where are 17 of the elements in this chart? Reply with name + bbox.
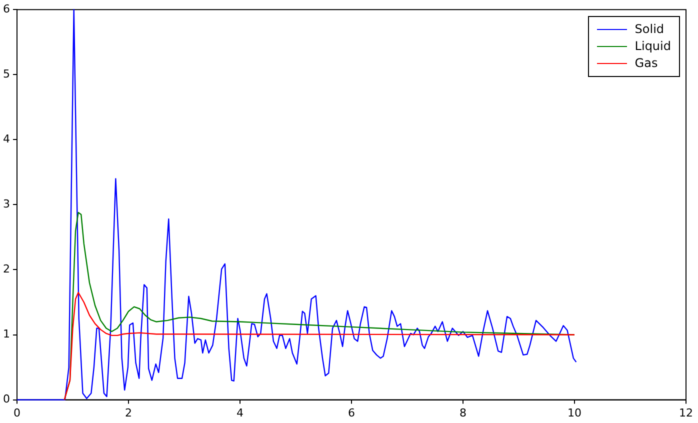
- x-tick-label: 2: [125, 406, 132, 420]
- y-tick-label: 3: [3, 198, 10, 211]
- legend-label: Gas: [634, 56, 658, 70]
- y-tick-label: 0: [3, 392, 10, 406]
- x-tick-label: 8: [460, 406, 466, 420]
- x-tick-label: 12: [679, 406, 693, 420]
- y-tick-label: 5: [3, 67, 10, 80]
- y-tick-label: 4: [3, 132, 10, 146]
- y-tick-label: 2: [3, 262, 10, 276]
- x-tick-label: 4: [236, 406, 244, 420]
- x-tick-label: 0: [14, 406, 20, 420]
- x-tick-label: 6: [348, 406, 355, 420]
- y-tick-label: 1: [3, 328, 10, 341]
- legend-label: Liquid: [634, 39, 671, 54]
- legend-label: Solid: [634, 22, 664, 36]
- y-tick-label: 6: [3, 2, 10, 16]
- x-tick-label: 10: [568, 406, 582, 420]
